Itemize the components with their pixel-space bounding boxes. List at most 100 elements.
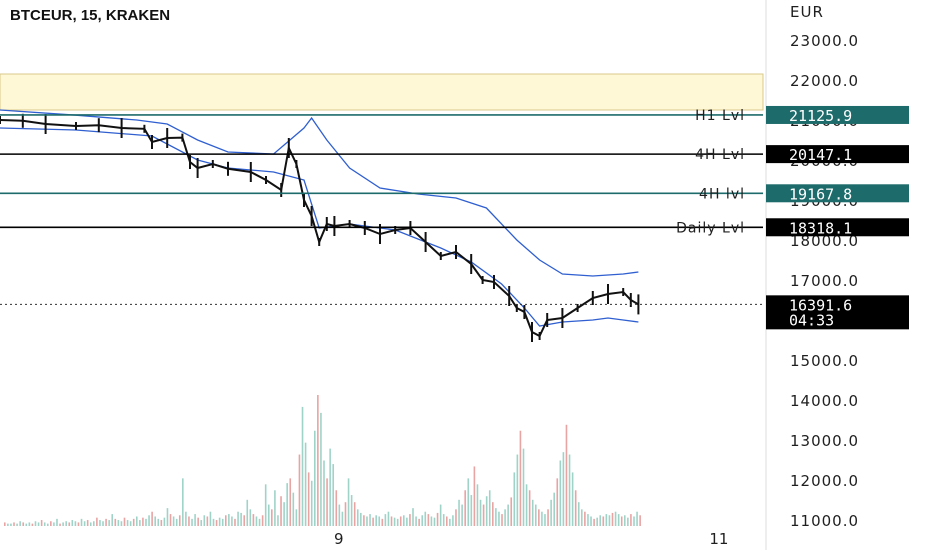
volume-bar xyxy=(108,520,110,526)
volume-bar xyxy=(498,511,500,526)
volume-bar xyxy=(378,516,381,526)
volume-bar xyxy=(53,522,55,526)
volume-bar xyxy=(157,518,160,526)
volume-bar xyxy=(231,516,233,526)
volume-bar xyxy=(553,492,555,526)
volume-bar xyxy=(525,484,528,526)
volume-bar xyxy=(445,516,448,526)
volume-bar xyxy=(310,480,313,526)
volume-bar xyxy=(206,516,209,526)
level-price-tag xyxy=(766,105,909,124)
volume-bar xyxy=(117,520,120,526)
volume-bar xyxy=(366,516,368,526)
volume-bar xyxy=(534,504,537,526)
volume-bar xyxy=(160,520,163,526)
level-label: H1 Lvl xyxy=(695,108,745,124)
volume-bar xyxy=(470,495,473,526)
volume-bar xyxy=(237,511,239,526)
volume-bar xyxy=(587,514,589,526)
volume-bar xyxy=(114,518,117,526)
volume-bar xyxy=(519,430,522,526)
current-price-tag-text: 16391.6 xyxy=(789,296,852,314)
level-label: Daily Lvl xyxy=(676,220,745,236)
level-price-tag xyxy=(766,184,909,203)
volume-bar xyxy=(427,514,430,526)
volume-bar xyxy=(356,509,359,526)
volume-bar xyxy=(283,502,285,526)
volume-bar xyxy=(43,522,46,526)
volume-bar xyxy=(323,460,325,526)
volume-bar xyxy=(295,509,298,526)
volume-bar xyxy=(409,514,411,526)
volume-bar xyxy=(556,478,559,526)
volume-bar xyxy=(329,448,331,526)
volume-bar xyxy=(175,518,178,526)
chart-title: BTCEUR, 15, KRAKEN xyxy=(10,7,170,24)
volume-bar xyxy=(126,520,129,526)
volume-bar xyxy=(544,514,546,526)
volume-bar xyxy=(399,516,402,526)
volume-bar xyxy=(83,521,86,526)
volume-bar xyxy=(369,514,371,526)
volume-bar xyxy=(577,502,580,526)
lower-band-line xyxy=(0,127,639,327)
volume-bar xyxy=(50,521,52,526)
volume-bar xyxy=(599,515,602,526)
level-price-tag xyxy=(766,145,909,164)
volume-bar xyxy=(393,517,396,526)
volume-bar xyxy=(203,515,206,526)
volume-bar xyxy=(630,514,632,526)
volume-bar xyxy=(363,515,365,526)
volume-bar xyxy=(218,517,221,526)
level-price-tag-text: 21125.9 xyxy=(789,107,852,125)
volume-bar xyxy=(488,490,491,526)
volume-bar xyxy=(384,514,387,526)
symbol-label: BTCEUR xyxy=(10,7,73,24)
volume-bar xyxy=(194,514,196,526)
volume-bar xyxy=(390,516,393,526)
volume-bar xyxy=(596,517,598,526)
volume-bar xyxy=(74,521,77,526)
volume-bar xyxy=(4,522,6,526)
volume-bar xyxy=(602,516,605,526)
volume-bar xyxy=(467,478,470,526)
volume-bar xyxy=(215,520,218,526)
volume-bar xyxy=(375,515,377,526)
volume-bar xyxy=(633,516,635,526)
volume-bar xyxy=(289,478,292,526)
volume-bar xyxy=(473,466,476,526)
volume-bar xyxy=(403,515,405,526)
volume-bar xyxy=(350,495,353,526)
volume-bar xyxy=(627,517,629,526)
volume-bar xyxy=(458,499,460,526)
level-price-tag-text: 20147.1 xyxy=(789,146,852,164)
volume-bar xyxy=(449,518,451,526)
volume-bar xyxy=(639,515,641,526)
volume-bar xyxy=(341,511,344,526)
volume-bar xyxy=(252,514,255,526)
volume-bar xyxy=(151,511,153,526)
volume-bar xyxy=(571,472,574,526)
candle-countdown: 04:33 xyxy=(789,311,834,329)
volume-bar xyxy=(430,516,433,526)
volume-bar xyxy=(249,509,252,526)
volume-bar xyxy=(424,511,427,526)
volume-bar xyxy=(436,512,439,526)
y-tick-label: 22000.0 xyxy=(790,72,859,90)
volume-bar xyxy=(636,511,638,526)
volume-bar xyxy=(255,516,258,526)
level-price-tag-text: 18318.1 xyxy=(789,219,852,237)
volume-bar xyxy=(46,523,49,526)
volume-bar xyxy=(292,492,295,526)
volume-bar xyxy=(412,508,414,526)
volume-bar xyxy=(65,521,67,526)
volume-bar xyxy=(7,523,9,526)
volume-bar xyxy=(353,502,356,526)
volume-bar xyxy=(387,511,390,526)
volume-bar xyxy=(166,508,169,526)
currency-label: EUR xyxy=(790,3,824,21)
volume-bar xyxy=(433,517,436,526)
volume-bar xyxy=(559,460,562,526)
volume-bar xyxy=(129,521,132,526)
